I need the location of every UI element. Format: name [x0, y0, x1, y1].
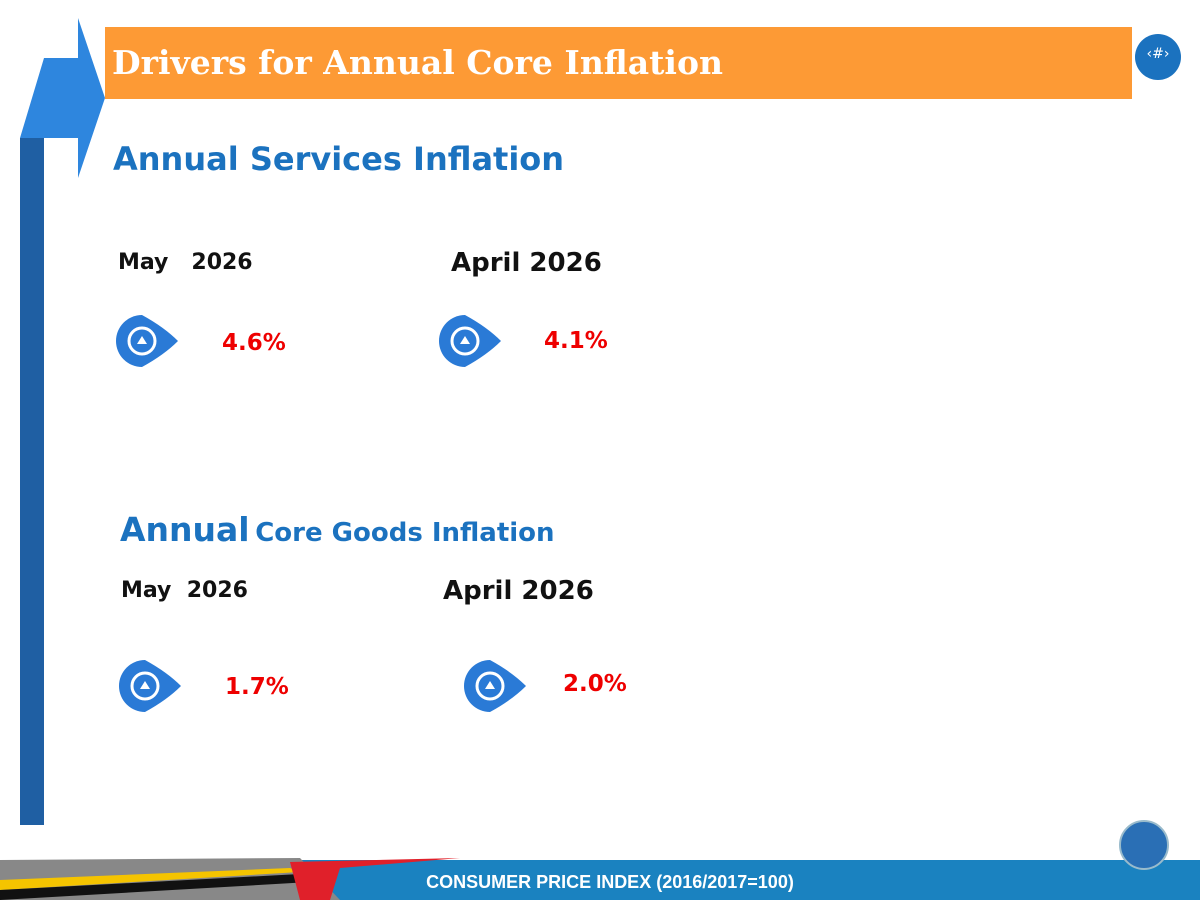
icon: [119, 660, 181, 712]
section-title-text: Annual Services Inflation: [113, 140, 565, 178]
section-title: Annual Core Goods Inflation: [120, 510, 555, 549]
value: 1.7%: [225, 674, 289, 700]
value: 4.1%: [544, 328, 608, 354]
period: April 2026: [451, 248, 602, 278]
period: May 2026: [118, 250, 253, 275]
value: 4.6%: [222, 330, 286, 356]
value: 2.0%: [563, 671, 627, 697]
slide-number: ‹#›: [1146, 46, 1170, 62]
icon: [464, 660, 526, 712]
header-title: Drivers for Annual Core Inflation: [112, 43, 723, 82]
icon: [116, 315, 178, 367]
period: April 2026: [443, 576, 594, 606]
section-title-text: Core Goods Inflation: [255, 518, 555, 548]
footer-text: CONSUMER PRICE INDEX (2016/2017=100): [426, 872, 794, 892]
icon: [439, 315, 501, 367]
period: May 2026: [121, 578, 248, 603]
section-title-text: Annual: [120, 510, 250, 549]
section-title: Annual Services Inflation: [113, 140, 564, 178]
